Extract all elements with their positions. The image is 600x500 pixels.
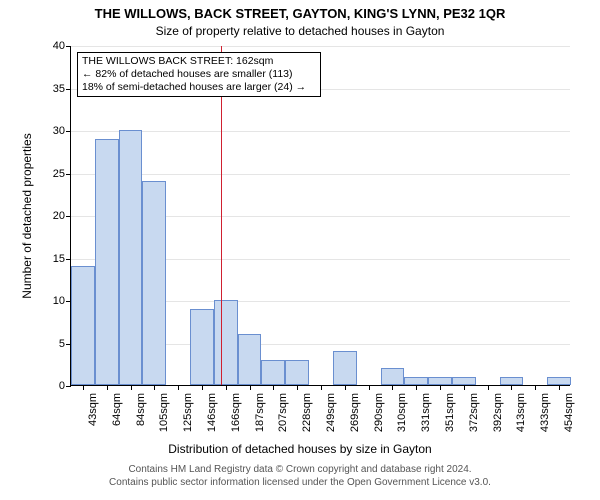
x-tick-label: 249sqm [325,393,337,432]
x-tick-label: 433sqm [539,393,551,432]
x-tick-label: 166sqm [230,393,242,432]
histogram-bar [261,360,285,386]
y-tick-label: 25 [53,168,71,180]
x-tick-mark [535,385,536,390]
data-credits: Contains HM Land Registry data © Crown c… [0,464,600,489]
x-tick-mark [345,385,346,390]
y-tick-label: 10 [53,295,71,307]
x-tick-label: 290sqm [373,393,385,432]
x-tick-label: 392sqm [492,393,504,432]
x-tick-mark [464,385,465,390]
x-tick-label: 310sqm [396,393,408,432]
x-tick-mark [392,385,393,390]
x-tick-mark [178,385,179,390]
x-tick-mark [250,385,251,390]
x-axis-label: Distribution of detached houses by size … [0,442,600,456]
histogram-bar [238,334,262,385]
x-tick-mark [107,385,108,390]
x-tick-mark [440,385,441,390]
annotation-line-1: THE WILLOWS BACK STREET: 162sqm [82,55,316,68]
annotation-box: THE WILLOWS BACK STREET: 162sqm ← 82% of… [77,52,321,97]
histogram-bar [452,377,476,386]
histogram-bar [214,300,238,385]
chart-subtitle: Size of property relative to detached ho… [0,24,600,38]
x-tick-label: 84sqm [135,393,147,426]
histogram-bar [285,360,309,386]
x-tick-mark [488,385,489,390]
histogram-bar [381,368,405,385]
x-tick-label: 187sqm [254,393,266,432]
x-tick-label: 64sqm [111,393,123,426]
plot-area: THE WILLOWS BACK STREET: 162sqm ← 82% of… [70,46,570,386]
credits-line-1: Contains HM Land Registry data © Crown c… [0,464,600,477]
histogram-bar [142,181,166,385]
x-tick-label: 413sqm [515,393,527,432]
y-axis-label: Number of detached properties [20,133,34,298]
y-tick-label: 20 [53,210,71,222]
x-tick-mark [131,385,132,390]
histogram-bar [404,377,428,386]
x-tick-label: 351sqm [444,393,456,432]
x-tick-label: 43sqm [87,393,99,426]
x-tick-mark [273,385,274,390]
x-tick-mark [154,385,155,390]
y-tick-label: 5 [59,338,71,350]
y-tick-label: 0 [59,380,71,392]
histogram-bar [95,139,119,386]
x-tick-mark [511,385,512,390]
y-tick-label: 35 [53,83,71,95]
chart-title: THE WILLOWS, BACK STREET, GAYTON, KING'S… [0,6,600,21]
y-tick-label: 15 [53,253,71,265]
x-tick-label: 146sqm [206,393,218,432]
x-tick-label: 228sqm [301,393,313,432]
annotation-line-2: ← 82% of detached houses are smaller (11… [82,68,316,81]
x-tick-mark [297,385,298,390]
x-tick-label: 207sqm [277,393,289,432]
x-tick-mark [321,385,322,390]
x-tick-label: 125sqm [182,393,194,432]
x-tick-label: 269sqm [349,393,361,432]
y-tick-label: 40 [53,40,71,52]
x-tick-mark [226,385,227,390]
x-tick-mark [416,385,417,390]
histogram-bar [500,377,524,386]
credits-line-2: Contains public sector information licen… [0,477,600,490]
x-tick-mark [202,385,203,390]
property-size-histogram: THE WILLOWS, BACK STREET, GAYTON, KING'S… [0,0,600,500]
histogram-bar [547,377,571,386]
histogram-bar [190,309,214,386]
annotation-line-3: 18% of semi-detached houses are larger (… [82,81,316,94]
histogram-bar [333,351,357,385]
x-tick-label: 454sqm [563,393,575,432]
x-tick-label: 372sqm [468,393,480,432]
histogram-bar [71,266,95,385]
x-tick-mark [559,385,560,390]
x-tick-label: 331sqm [420,393,432,432]
x-tick-label: 105sqm [158,393,170,432]
x-tick-mark [369,385,370,390]
y-tick-label: 30 [53,125,71,137]
x-tick-mark [83,385,84,390]
histogram-bar [119,130,143,385]
histogram-bar [428,377,452,386]
